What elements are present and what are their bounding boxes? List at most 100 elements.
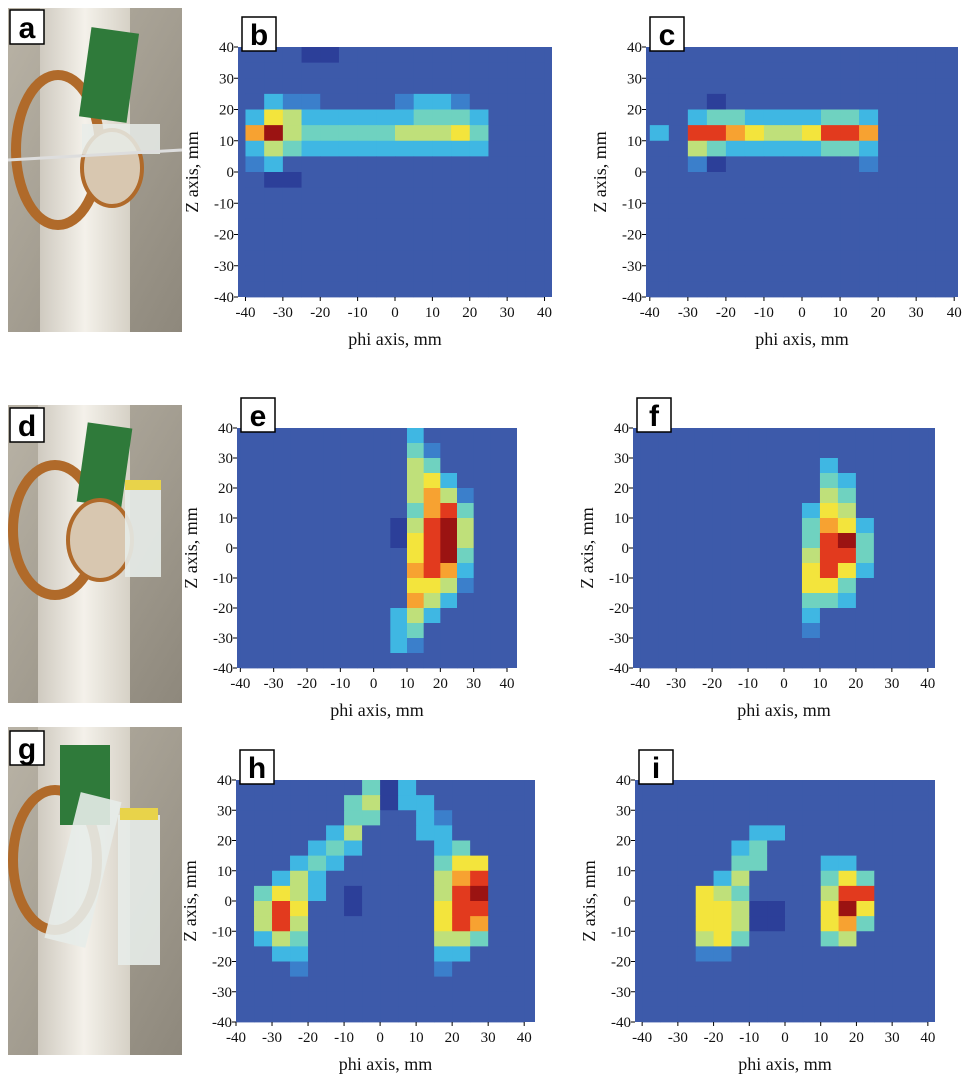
heatmap-cell (490, 443, 508, 459)
heatmap-cell (323, 593, 341, 609)
heatmap-cell (254, 901, 273, 917)
heatmap-cell (891, 518, 911, 534)
heatmap-cell (390, 623, 408, 639)
heatmap-cell (819, 488, 839, 504)
heatmap-cell (676, 458, 695, 474)
heatmap-cell (257, 458, 275, 474)
heatmap-cell (432, 62, 452, 79)
heatmap-cell (323, 578, 341, 594)
heatmap-cell (782, 109, 803, 126)
heatmap-cell (390, 503, 408, 519)
heatmap-cell (390, 608, 408, 624)
heatmap-cell (308, 931, 327, 947)
heatmap-cell (878, 281, 898, 298)
heatmap-cell (819, 518, 839, 534)
heatmap-cell (273, 518, 291, 534)
heatmap-cell (837, 638, 857, 654)
heatmap-cell (290, 638, 308, 654)
heatmap-cell (730, 578, 749, 594)
heatmap-cell (323, 653, 341, 669)
y-axis-label: Z axis, mm (182, 131, 202, 213)
heatmap-cell (506, 870, 525, 887)
heatmap-cell (470, 976, 489, 993)
heatmap-cell (469, 250, 489, 267)
heatmap-cell (725, 172, 746, 189)
heatmap-cell (801, 518, 821, 534)
heatmap-cell (677, 840, 697, 857)
heatmap-cell (744, 265, 765, 282)
heatmap-cell (525, 62, 545, 79)
heatmap-cell (469, 140, 489, 157)
heatmap-cell (344, 840, 363, 857)
heatmap-cell (416, 795, 435, 811)
heatmap-cell (749, 810, 768, 826)
heatmap-cell (713, 991, 732, 1008)
heatmap-cell (909, 473, 929, 489)
heatmap-cell (660, 901, 679, 917)
heatmap-cell (380, 795, 399, 811)
heatmap-cell (357, 109, 377, 126)
heatmap-cell (469, 78, 489, 95)
heatmap-cell (507, 281, 527, 298)
heatmap-cell (802, 234, 822, 251)
heatmap-cell (660, 825, 679, 841)
heatmap-cell (695, 870, 714, 887)
heatmap-cell (782, 78, 803, 95)
heatmap-cell (763, 172, 784, 189)
heatmap-cell (909, 503, 929, 519)
heatmap-cell (340, 473, 358, 489)
heatmap-cell (706, 62, 727, 79)
heatmap-cell (344, 916, 363, 932)
heatmap-cell (838, 825, 857, 841)
heatmap-cell (873, 443, 893, 459)
x-tick-label: 20 (445, 1030, 460, 1046)
heatmap-cell (488, 961, 507, 978)
heatmap-cell (819, 443, 839, 459)
heatmap-cell (236, 885, 255, 902)
heatmap-cell (909, 563, 929, 579)
heatmap-cell (469, 156, 489, 173)
heatmap-cell (874, 916, 893, 932)
heatmap-cell (525, 47, 545, 64)
heatmap-cell (290, 518, 308, 534)
heatmap-cell (240, 533, 258, 549)
heatmap-cell (767, 780, 786, 796)
heatmap-cell (677, 931, 697, 947)
heatmap-cell (916, 172, 936, 189)
heatmap-cell (432, 78, 452, 95)
heatmap-cell (344, 1006, 363, 1023)
heatmap-cell (308, 946, 327, 962)
heatmap-cell (660, 1006, 679, 1023)
heatmap-cell (649, 250, 670, 267)
heatmap-cell (731, 976, 750, 993)
heatmap-cell (731, 870, 750, 887)
heatmap-cell (801, 443, 821, 459)
heatmap-cell (282, 187, 302, 204)
heatmap-cell (677, 885, 697, 902)
heatmap-cell (407, 548, 425, 564)
heatmap-cell (320, 47, 340, 64)
heatmap-cell (658, 623, 677, 639)
heatmap-cell (338, 265, 359, 282)
heatmap-cell (416, 991, 435, 1008)
heatmap-cell (338, 218, 359, 235)
heatmap-cell (432, 47, 452, 64)
heatmap-cell (308, 916, 327, 932)
heatmap-cell (301, 234, 321, 251)
heatmap-cell (301, 62, 321, 79)
x-tick-label: -30 (262, 1030, 282, 1046)
heatmap-cell (730, 623, 749, 639)
heatmap-cell (649, 265, 670, 282)
heatmap-cell (506, 855, 525, 872)
heatmap-cell (687, 140, 708, 157)
heatmap-cell (676, 608, 695, 624)
heatmap-cell (307, 653, 325, 669)
heatmap-cell (272, 916, 291, 932)
y-tick-label: -40 (609, 661, 629, 677)
heatmap-cell (488, 218, 508, 235)
heatmap-cell (725, 125, 746, 142)
x-axis-label: phi axis, mm (738, 1054, 832, 1074)
heatmap-cell (257, 443, 275, 459)
heatmap-cell (909, 518, 929, 534)
y-tick-label: -30 (611, 985, 631, 1001)
